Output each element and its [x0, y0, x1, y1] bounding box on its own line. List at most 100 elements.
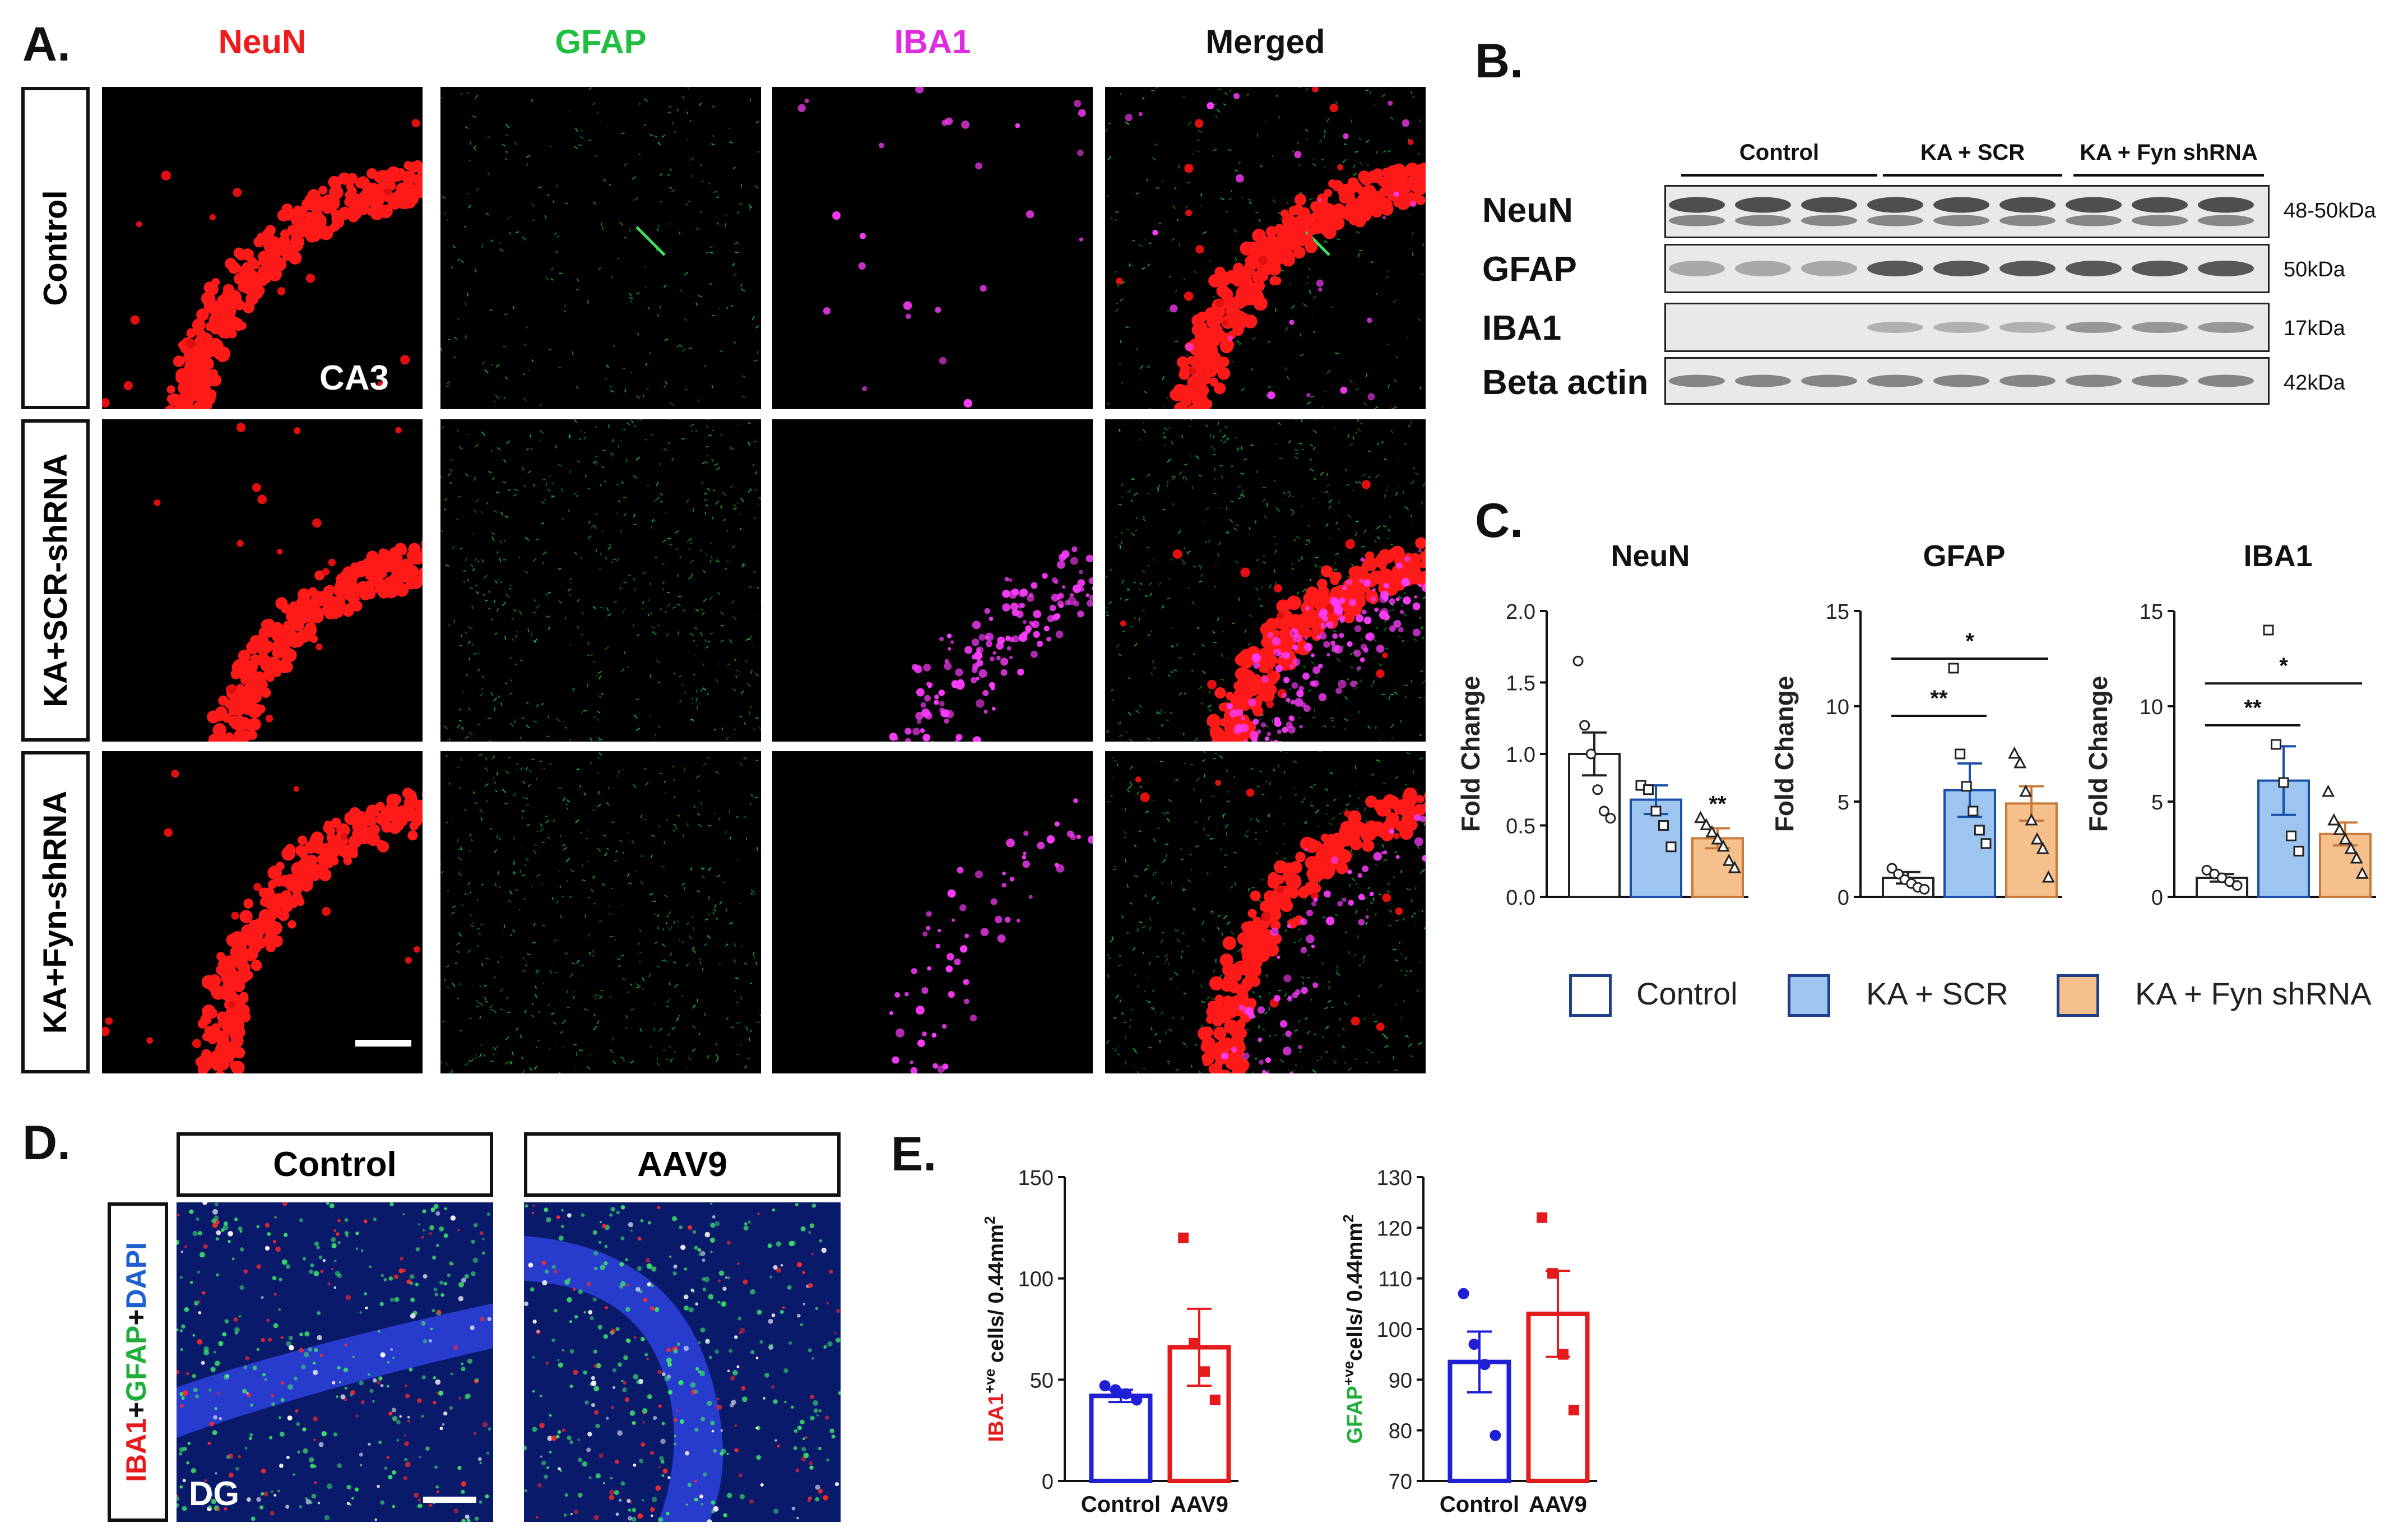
- gfap-signal: [519, 869, 522, 873]
- gfap-signal: [494, 580, 498, 584]
- neun-cell: [405, 809, 415, 820]
- gfap-signal: [682, 834, 685, 837]
- gfap-signal: [1199, 475, 1202, 477]
- gfap-signal: [703, 943, 708, 947]
- iba1-cell: [1345, 578, 1353, 586]
- iba1-cell: [1074, 100, 1082, 108]
- gfap-signal: [1358, 710, 1360, 714]
- gfap-signal: [1255, 559, 1260, 561]
- gfap-signal: [1402, 640, 1404, 642]
- iba1-cell: [948, 991, 955, 998]
- gfap-signal: [1162, 436, 1165, 439]
- gfap-signal: [584, 914, 587, 918]
- neun-cell: [245, 666, 257, 679]
- gfap-signal: [655, 941, 658, 945]
- gfap-signal: [467, 92, 469, 94]
- gfap-signal: [481, 559, 484, 563]
- iba1-cell: [1306, 392, 1311, 397]
- gfap-signal: [609, 183, 611, 186]
- gfap-signal: [491, 755, 495, 760]
- gfap-signal: [572, 687, 575, 692]
- neun-cell: [403, 161, 413, 170]
- gfap-signal: [741, 564, 746, 568]
- gfap-signal: [1138, 438, 1140, 441]
- gfap-signal: [713, 191, 718, 193]
- gfap-signal: [676, 344, 681, 348]
- micrograph-image: [1105, 419, 1426, 742]
- gfap-signal: [1158, 582, 1162, 585]
- neun-cell: [326, 833, 337, 843]
- gfap-signal: [608, 905, 610, 907]
- gfap-signal: [1170, 712, 1172, 714]
- gfap-signal: [446, 381, 451, 385]
- neun-cell: [275, 597, 288, 610]
- neun-cell: [1367, 198, 1380, 212]
- neun-cell: [1314, 599, 1325, 610]
- gfap-signal: [754, 488, 757, 491]
- gfap-signal: [1119, 363, 1122, 365]
- iba1-cell: [1294, 628, 1298, 632]
- gfap-signal: [1298, 559, 1301, 563]
- neun-cell: [1265, 226, 1278, 238]
- neun-cell: [1226, 309, 1236, 320]
- gfap-signal: [606, 364, 609, 368]
- iba1-cell: [1331, 644, 1340, 653]
- gfap-signal: [467, 893, 470, 895]
- gfap-signal: [735, 1001, 739, 1003]
- neun-cell: [395, 543, 405, 553]
- iba1-cell: [1267, 391, 1275, 400]
- gfap-signal: [701, 482, 704, 484]
- gfap-signal: [491, 364, 493, 366]
- neun-cell: [1424, 548, 1426, 554]
- gfap-signal: [682, 95, 685, 100]
- iba1-cell: [1272, 637, 1281, 646]
- gfap-signal: [494, 600, 495, 603]
- gfap-signal: [457, 857, 462, 861]
- gfap-signal: [1208, 728, 1212, 730]
- gfap-signal: [741, 289, 745, 292]
- neun-cell: [275, 862, 285, 871]
- neun-cell: [1277, 612, 1284, 619]
- neun-cell: [409, 575, 423, 590]
- gfap-signal: [1171, 644, 1174, 648]
- gfap-signal: [588, 139, 592, 142]
- gfap-signal: [447, 473, 452, 476]
- gfap-signal: [1305, 87, 1309, 91]
- gfap-signal: [1166, 459, 1171, 464]
- gfap-signal: [601, 530, 604, 533]
- neun-cell: [206, 389, 217, 400]
- iba1-cell: [947, 647, 952, 651]
- iba1-cell: [989, 682, 995, 688]
- gfap-signal: [745, 638, 749, 641]
- iba1-cell: [971, 667, 978, 673]
- gfap-signal: [1385, 275, 1389, 279]
- gfap-signal: [1221, 653, 1224, 658]
- gfap-signal: [1422, 596, 1426, 600]
- gfap-signal: [700, 164, 702, 167]
- gfap-signal: [735, 241, 739, 245]
- neun-cell: [346, 173, 358, 184]
- neun-cell: [1205, 343, 1217, 355]
- gfap-signal: [1138, 704, 1143, 708]
- neun-cell: [1185, 209, 1192, 216]
- gfap-signal: [502, 346, 506, 348]
- gfap-signal: [622, 851, 624, 854]
- gfap-signal: [750, 892, 753, 896]
- neun-cell: [239, 963, 249, 974]
- gfap-signal: [444, 498, 448, 501]
- iba1-cell: [1251, 737, 1258, 742]
- gfap-signal: [493, 1047, 497, 1051]
- gfap-signal: [480, 1044, 482, 1046]
- gfap-signal: [480, 817, 483, 821]
- gfap-signal: [440, 1061, 443, 1064]
- gfap-signal: [533, 1066, 537, 1070]
- iba1-cell: [1051, 594, 1059, 602]
- gfap-signal: [474, 802, 478, 805]
- neun-cell: [283, 621, 292, 629]
- gfap-signal: [659, 173, 663, 177]
- gfap-signal: [1163, 427, 1168, 431]
- iba1-cell: [1244, 739, 1248, 742]
- iba1-cell: [1354, 625, 1362, 632]
- gfap-signal: [1173, 669, 1177, 672]
- gfap-signal: [597, 790, 600, 795]
